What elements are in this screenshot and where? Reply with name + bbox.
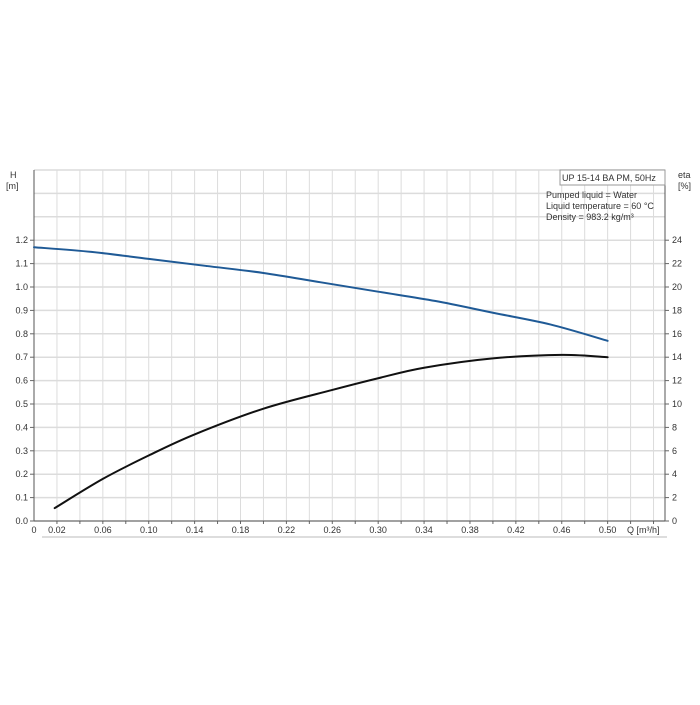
series-line-H [33, 246, 609, 342]
y-right-tick-label: 4 [672, 469, 677, 479]
x-tick-label: 0.10 [140, 525, 158, 535]
annotation-temperature: Liquid temperature = 60 °C [546, 201, 654, 211]
y-right-tick-label: 8 [672, 422, 677, 432]
x-tick-label: 0.46 [553, 525, 571, 535]
y-left-tick-label: 0.4 [15, 422, 28, 432]
y-left-label-unit: [m] [6, 181, 19, 191]
series [33, 246, 609, 510]
y-left-tick-label: 1.0 [15, 282, 28, 292]
y-right-label-name: eta [678, 170, 691, 180]
x-tick-label: 0.42 [507, 525, 525, 535]
grid [34, 169, 665, 522]
y-left-tick-label: 0.6 [15, 376, 28, 386]
x-tick-label: 0.18 [232, 525, 250, 535]
y-right-tick-label: 6 [672, 446, 677, 456]
y-left-tick-label: 1.1 [15, 259, 28, 269]
y-right-tick-label: 0 [672, 516, 677, 526]
y-right-tick-label: 18 [672, 305, 682, 315]
x-tick-label: 0 [31, 525, 36, 535]
x-tick-label: 0.38 [461, 525, 479, 535]
y-right-tick-label: 16 [672, 329, 682, 339]
y-left-tick-label: 1.2 [15, 235, 28, 245]
x-tick-label: 0.30 [369, 525, 387, 535]
annotation-liquid: Pumped liquid = Water [546, 190, 637, 200]
y-right-tick-label: 2 [672, 493, 677, 503]
y-right-tick-label: 14 [672, 352, 682, 362]
y-left-tick-label: 0.0 [15, 516, 28, 526]
y-right-tick-label: 12 [672, 376, 682, 386]
y-right-tick-label: 20 [672, 282, 682, 292]
y-right-label-unit: [%] [678, 181, 691, 191]
x-tick-label: 0.26 [324, 525, 342, 535]
x-tick-label: 0.02 [48, 525, 66, 535]
legend-box [559, 169, 666, 186]
y-left-tick-label: 0.7 [15, 352, 28, 362]
x-tick-label: 0.22 [278, 525, 296, 535]
y-left-tick-label: 0.5 [15, 399, 28, 409]
legend: UP 15-14 BA PM, 50Hz Pumped liquid = Wat… [546, 169, 666, 222]
x-tick-label: 0.14 [186, 525, 204, 535]
y-left-tick-label: 0.8 [15, 329, 28, 339]
y-left-tick-label: 0.2 [15, 469, 28, 479]
chart-title: UP 15-14 BA PM, 50Hz [562, 173, 656, 183]
y-left-tick-label: 0.1 [15, 493, 28, 503]
x-tick-label: 0.50 [599, 525, 617, 535]
y-left-tick-label: 0.9 [15, 305, 28, 315]
annotation-density: Density = 983.2 kg/m³ [546, 212, 634, 222]
y-left-tick-label: 0.3 [15, 446, 28, 456]
y-right-tick-label: 24 [672, 235, 682, 245]
x-tick-label: 0.34 [415, 525, 433, 535]
series-line-eta [53, 353, 609, 510]
axes: 0 0.02 0.06 0.10 0.14 0.18 0.22 0.26 0.30 0.34 0.3… [15, 170, 682, 535]
x-tick-label: 0.06 [94, 525, 112, 535]
y-right-tick-label: 10 [672, 399, 682, 409]
y-right-tick-label: 22 [672, 259, 682, 269]
x-axis-label: Q [m³/h] [627, 525, 660, 535]
y-left-label-name: H [10, 170, 17, 180]
